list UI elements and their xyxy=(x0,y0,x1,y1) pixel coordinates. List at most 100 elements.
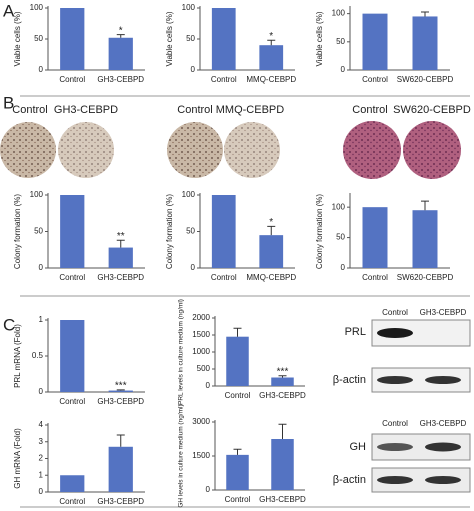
plate-label: Control xyxy=(12,104,47,116)
bar xyxy=(412,210,438,268)
y-axis-label: Viable cells (%) xyxy=(165,11,174,66)
significance-label: * xyxy=(119,25,123,36)
y-axis-label: Colony formation (%) xyxy=(13,194,22,269)
blot-band xyxy=(377,476,413,484)
y-tick-label: 1 xyxy=(39,315,44,324)
y-tick-label: 100 xyxy=(30,190,44,199)
x-tick-label: Control xyxy=(362,273,388,282)
lane-label: GH3-CEBPD xyxy=(420,308,467,317)
y-tick-label: 0 xyxy=(39,263,44,272)
blot-band xyxy=(425,476,461,484)
y-tick-label: 0 xyxy=(39,65,44,74)
y-axis-label: PRL levels in culture medium (ng/ml) xyxy=(178,299,185,405)
bar xyxy=(108,390,133,392)
y-tick-label: 0 xyxy=(39,387,44,396)
y-axis-label: GH levels in culture medium (ng/ml) xyxy=(178,404,185,507)
bar xyxy=(211,8,236,70)
x-tick-label: Control xyxy=(211,75,237,84)
bar xyxy=(60,320,85,392)
error-bar xyxy=(233,327,242,337)
y-tick-label: 4 xyxy=(39,420,44,429)
blot-band xyxy=(425,442,461,452)
error-bar xyxy=(233,448,242,455)
plate-label: Control xyxy=(177,104,212,116)
panel-label: C xyxy=(3,315,15,334)
x-tick-label: MMQ-CEBPD xyxy=(246,75,296,84)
y-tick-label: 1 xyxy=(39,470,44,479)
bar xyxy=(60,8,85,70)
y-tick-label: 0 xyxy=(191,263,196,272)
error-bar xyxy=(267,225,276,236)
y-tick-label: 1500 xyxy=(192,451,210,460)
y-tick-label: 100 xyxy=(332,202,346,211)
y-tick-label: 3 xyxy=(39,437,44,446)
y-axis-label: PRL mRNA (Fold) xyxy=(13,324,22,388)
error-bar xyxy=(421,11,429,17)
x-tick-label: GH3-CEBPD xyxy=(97,397,144,406)
x-tick-label: GH3-CEBPD xyxy=(259,495,306,504)
error-bar xyxy=(267,39,276,46)
error-bar xyxy=(116,239,125,248)
y-tick-label: 50 xyxy=(186,34,195,43)
y-tick-label: 500 xyxy=(197,364,211,373)
plate xyxy=(167,122,223,178)
y-tick-label: 0 xyxy=(206,485,211,494)
y-tick-label: 2 xyxy=(39,454,44,463)
blot-row-label: PRL xyxy=(345,326,366,338)
x-tick-label: Control xyxy=(211,273,237,282)
bar xyxy=(362,207,388,268)
x-tick-label: MMQ-CEBPD xyxy=(246,273,296,282)
y-axis-label: Viable cells (%) xyxy=(13,11,22,66)
y-axis-label: Viable cells (%) xyxy=(315,11,324,66)
blot-band xyxy=(377,328,413,338)
lane-label: Control xyxy=(382,308,408,317)
x-tick-label: GH3-CEBPD xyxy=(259,391,306,400)
y-axis-label: GH mRNA (Fold) xyxy=(13,428,22,489)
plate-label: MMQ-CEBPD xyxy=(216,104,285,116)
y-tick-label: 0 xyxy=(206,381,211,390)
y-axis-label: Colony formation (%) xyxy=(315,194,324,269)
plate xyxy=(343,121,401,179)
x-tick-label: SW620-CEBPD xyxy=(397,273,454,282)
y-tick-label: 50 xyxy=(34,227,43,236)
x-tick-label: GH3-CEBPD xyxy=(97,497,144,506)
error-bar xyxy=(278,423,287,439)
bar xyxy=(211,195,236,268)
bar xyxy=(271,377,294,386)
y-tick-label: 0.5 xyxy=(32,351,44,360)
y-tick-label: 0 xyxy=(191,65,196,74)
plate xyxy=(224,122,280,178)
x-tick-label: SW620-CEBPD xyxy=(397,75,454,84)
bar xyxy=(259,235,284,268)
significance-label: ** xyxy=(117,231,125,242)
blot-band xyxy=(377,376,413,384)
panel-label: A xyxy=(3,1,15,20)
y-tick-label: 0 xyxy=(39,487,44,496)
plate-label: SW620-CEBPD xyxy=(393,104,471,116)
blot-band xyxy=(377,443,413,451)
x-tick-label: Control xyxy=(59,397,85,406)
lane-label: GH3-CEBPD xyxy=(420,419,467,428)
y-tick-label: 100 xyxy=(182,190,196,199)
y-tick-label: 100 xyxy=(30,3,44,12)
bar xyxy=(108,446,133,492)
bar xyxy=(60,195,85,268)
bar xyxy=(108,37,133,70)
x-tick-label: Control xyxy=(59,273,85,282)
plate xyxy=(0,122,56,178)
bar xyxy=(271,439,294,490)
significance-label: *** xyxy=(115,380,127,391)
error-bar xyxy=(116,434,125,447)
lane-label: Control xyxy=(382,419,408,428)
error-bar xyxy=(116,34,125,38)
blot-band xyxy=(425,376,461,384)
y-tick-label: 0 xyxy=(341,65,346,74)
bar xyxy=(108,247,133,268)
y-tick-label: 3000 xyxy=(192,417,210,426)
bar xyxy=(259,45,284,70)
significance-label: *** xyxy=(277,366,289,377)
plate xyxy=(58,122,114,178)
plate-label: Control xyxy=(352,104,387,116)
blot-row-label: β-actin xyxy=(333,474,366,486)
